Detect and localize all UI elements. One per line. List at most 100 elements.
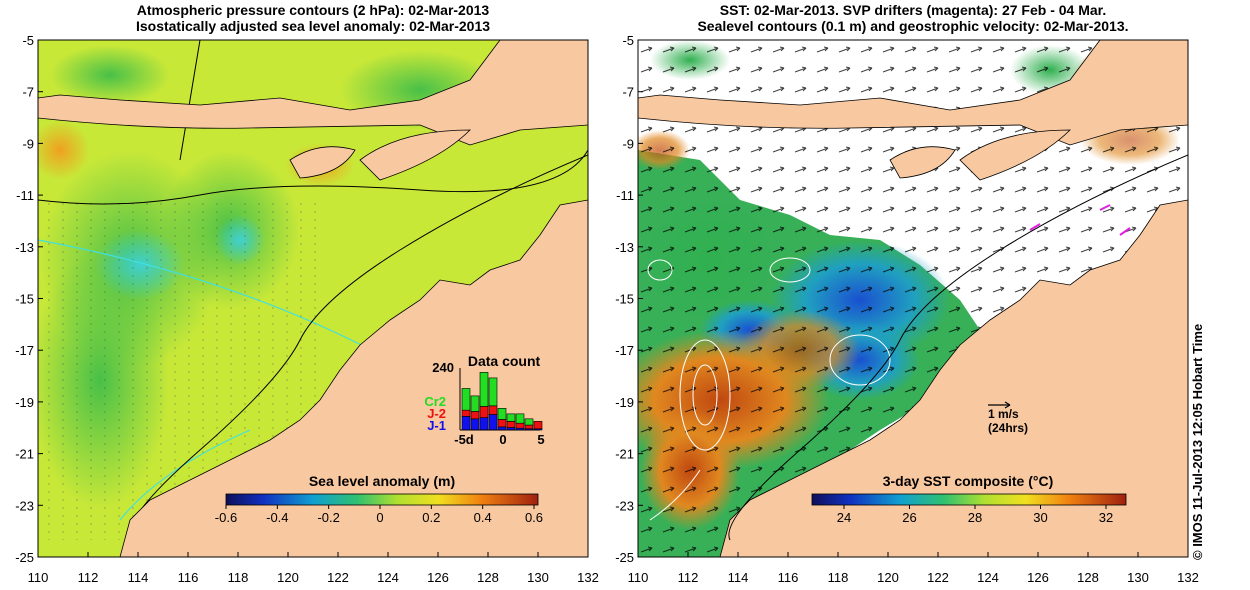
inset-bar-cr2 xyxy=(524,418,534,426)
y-tick-label: -11 xyxy=(16,188,34,203)
y-tick-label: -13 xyxy=(15,240,34,255)
x-tick-label: 122 xyxy=(927,570,949,585)
colorbar-tick-label: 28 xyxy=(968,510,982,525)
inset-bar-j2 xyxy=(497,419,507,428)
inset-bar-j2 xyxy=(524,424,534,430)
inset-bar-cr2 xyxy=(461,388,471,411)
colorbar-tick-label: -0.4 xyxy=(266,510,288,525)
right-y-axis: -5 -7 -9 -11 -13 -15 -17 -19 -21 -23 -25 xyxy=(615,33,643,565)
inset-bar-j1 xyxy=(488,414,498,431)
colorbar-tick-label: 0 xyxy=(376,510,383,525)
x-tick-label: 120 xyxy=(277,570,299,585)
y-tick-label: -7 xyxy=(622,85,634,100)
left-map xyxy=(38,40,588,557)
x-tick-label: 116 xyxy=(778,570,799,585)
colorbar-tick-label: -0.6 xyxy=(215,510,237,525)
y-tick-label: -15 xyxy=(615,292,634,307)
y-tick-label: -15 xyxy=(15,292,34,307)
inset-x-tick: -5d xyxy=(454,432,474,447)
y-tick-label: -21 xyxy=(15,447,34,462)
x-tick-label: 124 xyxy=(977,570,999,585)
colorbar-tick-label: 30 xyxy=(1033,510,1047,525)
vector-key-speed: 1 m/s xyxy=(988,407,1019,421)
x-tick-label: 120 xyxy=(877,570,899,585)
inset-bar-j2 xyxy=(470,411,480,420)
inset-bar-cr2 xyxy=(506,413,516,422)
right-title-line1: SST: 02-Mar-2013. SVP drifters (magenta)… xyxy=(719,2,1107,18)
right-colorbar-ticks: 24 26 28 30 32 xyxy=(837,505,1113,525)
x-tick-label: 128 xyxy=(1077,570,1099,585)
inset-bar-cr2 xyxy=(497,407,507,420)
x-tick-label: 114 xyxy=(728,570,749,585)
right-map xyxy=(638,40,1188,557)
vector-key: 1 m/s (24hrs) xyxy=(988,401,1028,435)
y-tick-label: -17 xyxy=(615,343,634,358)
y-tick-label: -9 xyxy=(622,136,634,151)
y-tick-label: -23 xyxy=(615,498,634,513)
y-tick-label: -9 xyxy=(22,136,34,151)
inset-bar-j2 xyxy=(479,406,489,418)
inset-bar-j1 xyxy=(461,416,471,431)
right-x-axis: 110 112 114 116 118 120 122 124 126 128 130 132 xyxy=(628,552,1199,585)
right-title-line2: Sealevel contours (0.1 m) and geostrophi… xyxy=(697,18,1129,34)
left-title-line2: Isostatically adjusted sea level anomaly… xyxy=(135,18,491,34)
x-tick-label: 132 xyxy=(1177,570,1199,585)
y-tick-label: -17 xyxy=(15,343,34,358)
colorbar-tick-label: 0.6 xyxy=(525,510,543,525)
colorbar-tick-label: 0.2 xyxy=(422,510,440,525)
x-tick-label: 112 xyxy=(678,570,699,585)
colorbar-tick-label: 26 xyxy=(902,510,916,525)
colorbar-tick-label: 24 xyxy=(837,510,851,525)
y-tick-label: -13 xyxy=(615,240,634,255)
x-tick-label: 124 xyxy=(377,570,399,585)
inset-bar-j1 xyxy=(479,417,489,431)
left-title-line1: Atmospheric pressure contours (2 hPa): 0… xyxy=(136,2,490,18)
colorbar-tick-label: 32 xyxy=(1099,510,1113,525)
y-tick-label: -5 xyxy=(22,33,34,48)
left-x-axis: 110 112 114 116 118 120 122 124 126 128 130 132 xyxy=(28,552,599,585)
y-tick-label: -23 xyxy=(15,498,34,513)
inset-bar-j2 xyxy=(515,422,525,429)
inset-legend-item: Cr2 xyxy=(424,394,446,409)
y-tick-label: -5 xyxy=(622,33,634,48)
y-tick-label: -19 xyxy=(15,395,34,410)
y-tick-label: -11 xyxy=(616,188,634,203)
inset-bars xyxy=(461,372,543,431)
left-colorbar-label: Sea level anomaly (m) xyxy=(309,473,455,489)
left-colorbar-ticks: -0.6 -0.4 -0.2 0 0.2 0.4 0.6 xyxy=(215,505,543,525)
inset-bar-j2 xyxy=(533,421,543,430)
inset-bar-cr2 xyxy=(515,413,525,424)
inset-x-tick: 5 xyxy=(537,432,544,447)
colorbar-tick-label: 0.4 xyxy=(474,510,492,525)
inset-ymax: 240 xyxy=(432,360,454,375)
left-colorbar: Sea level anomaly (m) -0.6 -0.4 -0.2 0 0.2 0.… xyxy=(215,473,543,525)
inset-bar-j1 xyxy=(470,418,480,431)
inset-bar-j2 xyxy=(488,405,498,415)
inset-bar-cr2 xyxy=(488,377,498,407)
inset-legend-item: J-1 xyxy=(427,418,446,433)
x-tick-label: 110 xyxy=(28,570,49,585)
colorbar-tick-label: -0.2 xyxy=(317,510,339,525)
x-tick-label: 118 xyxy=(828,570,849,585)
vector-key-period: (24hrs) xyxy=(988,421,1028,435)
x-tick-label: 112 xyxy=(78,570,99,585)
x-tick-label: 126 xyxy=(427,570,449,585)
x-tick-label: 110 xyxy=(628,570,649,585)
x-tick-label: 126 xyxy=(1027,570,1049,585)
x-tick-label: 128 xyxy=(477,570,499,585)
x-tick-label: 122 xyxy=(327,570,349,585)
inset-title: Data count xyxy=(468,353,541,369)
x-tick-label: 132 xyxy=(577,570,599,585)
right-colorbar: 3-day SST composite (°C) 24 26 28 30 32 xyxy=(811,473,1127,525)
x-tick-label: 130 xyxy=(527,570,549,585)
inset-bar-cr2 xyxy=(479,372,489,407)
inset-bar-j2 xyxy=(461,409,471,417)
x-tick-label: 114 xyxy=(128,570,149,585)
inset-x-ticks: -5d 0 5 xyxy=(454,432,544,447)
y-tick-label: -25 xyxy=(15,550,34,565)
credit-text: © IMOS 11-Jul-2013 12:05 Hobart Time xyxy=(1190,323,1205,560)
y-tick-label: -19 xyxy=(615,395,634,410)
left-y-axis: -5 -7 -9 -11 -13 -15 -17 -19 -21 -23 -25 xyxy=(15,33,43,565)
